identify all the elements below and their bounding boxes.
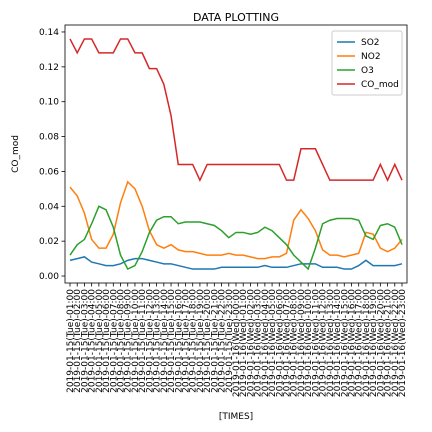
x-tick-label: 2019-01-15(Tue)-05:00 [95,289,105,393]
x-tick-label: 2019-01-16(Wed)-08:00 [290,289,300,397]
x-tick-label: 2019-01-15(Tue)-13:00 [153,289,163,393]
y-tick-label: 0.02 [39,237,59,247]
x-tick-label: 2019-01-16(Wed)-10:00 [304,289,314,397]
x-tick-label: 2019-01-16(Wed)-01:00 [239,289,249,397]
legend-label: SO2 [361,38,380,48]
legend: SO2 NO2 O3 CO_mod [331,30,403,96]
y-tick-label: 0.14 [39,28,59,38]
x-tick-label: 2019-01-15(Tue)-16:00 [174,289,184,393]
x-tick-label: 2019-01-15(Tue)-17:00 [181,289,191,393]
x-tick-label: 2019-01-16(Wed)-16:00 [347,289,357,397]
x-tick-label: 2019-01-15(Tue)-09:00 [124,289,134,393]
series-line [69,256,403,270]
series-line [69,205,403,271]
legend-label: NO2 [361,52,381,62]
legend-label: CO_mod [361,80,399,90]
x-tick-label: 2019-01-16(Wed)-17:00 [355,289,365,397]
series-line [69,38,403,182]
x-tick-label: 2019-01-15(Tue)-15:00 [167,289,177,393]
x-tick-label: 2019-01-15(Tue)-14:00 [160,289,170,393]
x-tick-label: 2019-01-16(Wed)-15:00 [340,289,350,397]
y-tick-label: 0.10 [39,98,59,108]
x-tick-label: 2019-01-16(Wed)-18:00 [362,289,372,397]
x-tick-label: 2019-01-15(Tue)-02:00 [73,289,83,393]
x-tick-label: 2019-01-16(Wed)-21:00 [384,289,394,397]
x-tick-label: 2019-01-16(Wed)-03:00 [254,289,264,397]
x-tick-label: 2019-01-15(Tue)-20:00 [203,289,213,393]
x-axis-label: [TIMES] [219,412,253,422]
x-tick-label: 2019-01-16(Wed)-11:00 [311,289,321,397]
x-tick-label: 2019-01-15(Tue)-18:00 [189,289,199,393]
x-tick-label: 2019-01-15(Tue)-11:00 [138,289,148,393]
x-tick-label: 2019-01-15(Tue)-03:00 [80,289,90,393]
x-tick-label: 2019-01-16(Wed)-12:00 [319,289,329,397]
x-tick-label: 2019-01-15(Tue)-04:00 [88,289,98,393]
x-tick-label: 2019-01-16(Wed)-19:00 [369,289,379,397]
x-tick-label: 2019-01-16(Wed)-13:00 [326,289,336,397]
x-tick-label: 2019-01-16(Wed)-20:00 [376,289,386,397]
x-tick-label: 2019-01-15(Tue)-12:00 [145,289,155,393]
legend-box [331,30,403,96]
x-tick-label: 2019-01-15(Tue)-07:00 [109,289,119,393]
plot-frame [64,24,408,284]
x-tick-label: 2019-01-16(Wed)-14:00 [333,289,343,397]
x-tick-label: 2019-01-16(Wed)-05:00 [268,289,278,397]
x-tick-label: 2019-01-16(Wed)-23:00 [398,289,408,397]
x-tick-label: 2019-01-15(Tue)-21:00 [210,289,220,393]
x-tick-label: 2019-01-16(Wed)-02:00 [246,289,256,397]
legend-label: O3 [361,66,374,76]
y-tick-label: 0.08 [39,133,59,143]
x-tick-label: 2019-01-15(Tue)-10:00 [131,289,141,393]
x-tick-label: 2019-01-15(Tue)-01:00 [66,289,76,393]
x-tick-label: 2019-01-16(Wed)-04:00 [261,289,271,397]
series-line [69,180,403,260]
x-tick-label: 2019-01-15(Tue)-08:00 [117,289,127,393]
y-tick-label: 0.12 [39,63,59,73]
x-tick-label: 2019-01-16(Wed)-06:00 [275,289,285,397]
x-tick-label: 2019-01-15(Tue)-22:00 [218,289,228,393]
x-tick-label: 2019-01-16(Wed)-09:00 [297,289,307,397]
x-tick-label: 2019-01-16(Wed)-22:00 [391,289,401,397]
x-tick-label: 2019-01-16(Wed)-07:00 [283,289,293,397]
y-tick-label: 0.06 [39,167,59,177]
y-tick-label: 0.00 [39,272,59,282]
y-axis-label: CO_mod [11,135,21,173]
y-tick-label: 0.04 [39,202,59,212]
x-tick-label: 2019-01-15(Tue)-19:00 [196,289,206,393]
chart-title: DATA PLOTTING [193,11,279,24]
x-tick-label: 2019-01-15(Tue)-23:00 [225,289,235,393]
x-tick-label: 2019-01-16(Wed)-00:00 [232,289,242,397]
x-tick-label: 2019-01-15(Tue)-06:00 [102,289,112,393]
